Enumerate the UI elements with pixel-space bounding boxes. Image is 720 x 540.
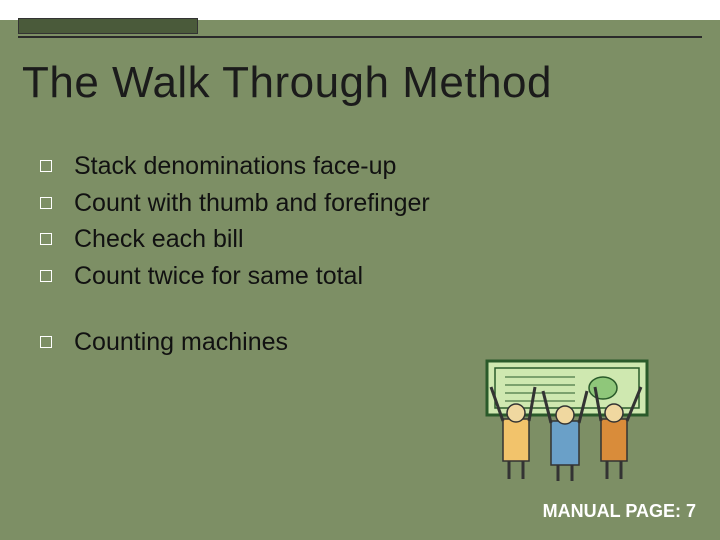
title-underline xyxy=(18,36,702,38)
bullet-text: Count with thumb and forefinger xyxy=(74,187,430,220)
bullet-marker xyxy=(40,233,52,245)
slide-title: The Walk Through Method xyxy=(22,58,552,108)
bullet-text: Count twice for same total xyxy=(74,260,363,293)
bullet-marker xyxy=(40,197,52,209)
bullet-marker xyxy=(40,270,52,282)
bullet-text: Check each bill xyxy=(74,223,244,256)
top-strip xyxy=(0,0,720,20)
bullet-item: Check each bill xyxy=(40,223,680,256)
bullet-text: Counting machines xyxy=(74,326,288,359)
bullet-text: Stack denominations face-up xyxy=(74,150,396,183)
accent-box xyxy=(18,18,198,34)
footer-page-label: MANUAL PAGE: 7 xyxy=(543,501,696,522)
bullet-item: Count twice for same total xyxy=(40,260,680,293)
bullet-list: Stack denominations face-up Count with t… xyxy=(40,150,680,363)
bullet-marker xyxy=(40,336,52,348)
money-clipart xyxy=(475,357,660,482)
bullet-item: Stack denominations face-up xyxy=(40,150,680,183)
bullet-marker xyxy=(40,160,52,172)
bullet-item: Counting machines xyxy=(40,326,680,359)
bullet-item: Count with thumb and forefinger xyxy=(40,187,680,220)
